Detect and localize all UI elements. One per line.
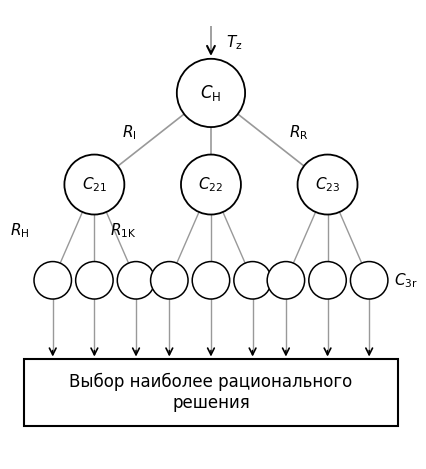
Text: $T_{\rm z}$: $T_{\rm z}$ bbox=[225, 34, 242, 53]
Circle shape bbox=[117, 262, 155, 299]
Circle shape bbox=[76, 262, 113, 299]
Circle shape bbox=[192, 262, 230, 299]
Text: $R_{\rm R}$: $R_{\rm R}$ bbox=[288, 123, 308, 142]
FancyBboxPatch shape bbox=[23, 359, 398, 426]
Circle shape bbox=[150, 262, 188, 299]
Circle shape bbox=[297, 155, 357, 214]
Circle shape bbox=[177, 59, 245, 127]
Text: $C_{22}$: $C_{22}$ bbox=[199, 175, 224, 194]
Text: $C_{23}$: $C_{23}$ bbox=[315, 175, 340, 194]
Text: $C_{21}$: $C_{21}$ bbox=[82, 175, 107, 194]
Circle shape bbox=[234, 262, 271, 299]
Circle shape bbox=[34, 262, 72, 299]
Circle shape bbox=[64, 155, 124, 214]
Text: $C_{\rm H}$: $C_{\rm H}$ bbox=[200, 83, 222, 103]
Text: $R_{\rm H}$: $R_{\rm H}$ bbox=[10, 221, 29, 240]
Circle shape bbox=[267, 262, 305, 299]
Text: $R_{\rm l}$: $R_{\rm l}$ bbox=[122, 123, 137, 142]
Text: $C_{\rm 3r}$: $C_{\rm 3r}$ bbox=[394, 271, 418, 290]
Text: $R_{\rm 1K}$: $R_{\rm 1K}$ bbox=[110, 221, 137, 240]
Text: Выбор наиболее рационального
решения: Выбор наиболее рационального решения bbox=[69, 373, 353, 412]
Circle shape bbox=[309, 262, 346, 299]
Circle shape bbox=[181, 155, 241, 214]
Circle shape bbox=[351, 262, 388, 299]
